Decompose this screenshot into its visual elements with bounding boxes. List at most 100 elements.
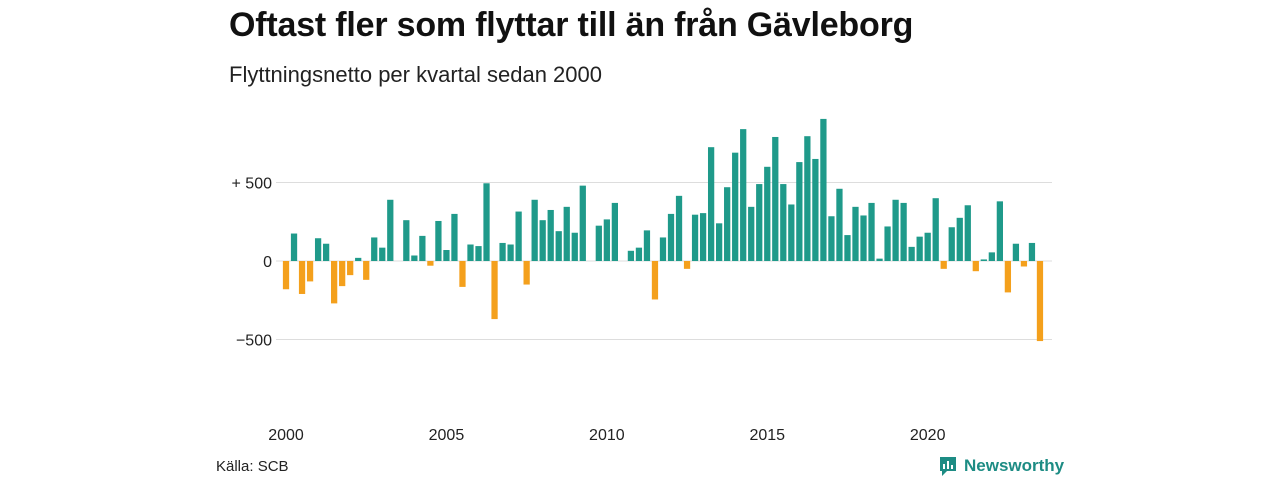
bar bbox=[804, 136, 811, 261]
bar bbox=[411, 255, 418, 261]
bar bbox=[892, 199, 899, 261]
bar bbox=[675, 195, 683, 261]
bar bbox=[427, 261, 434, 266]
bar bbox=[435, 220, 442, 261]
bar bbox=[387, 199, 394, 261]
bar bbox=[643, 230, 651, 261]
y-tick-label: + 500 bbox=[232, 176, 273, 193]
bar bbox=[876, 258, 883, 261]
bar bbox=[916, 236, 923, 261]
bar bbox=[884, 226, 891, 261]
x-tick-label: 2000 bbox=[268, 427, 304, 444]
bar bbox=[683, 261, 691, 269]
bar bbox=[780, 184, 787, 261]
bar bbox=[772, 136, 779, 261]
bar bbox=[314, 238, 322, 261]
bar bbox=[331, 261, 338, 304]
bar bbox=[980, 259, 987, 261]
bar bbox=[306, 261, 314, 282]
bar bbox=[988, 252, 995, 261]
bar bbox=[443, 250, 450, 261]
chart-title: Oftast fler som flyttar till än från Gäv… bbox=[229, 6, 914, 44]
bar bbox=[667, 213, 675, 261]
bar bbox=[515, 211, 522, 261]
bar bbox=[964, 205, 971, 261]
bar bbox=[756, 184, 763, 261]
bar bbox=[716, 223, 723, 261]
bar bbox=[1020, 261, 1028, 267]
bar bbox=[924, 232, 931, 261]
bar bbox=[379, 247, 386, 261]
x-tick-label: 2005 bbox=[429, 427, 465, 444]
bar bbox=[507, 244, 514, 261]
bar bbox=[290, 233, 298, 261]
y-tick-label: 0 bbox=[263, 254, 272, 271]
bar bbox=[820, 118, 827, 261]
bar bbox=[635, 247, 643, 261]
bar bbox=[796, 162, 803, 261]
bar bbox=[948, 227, 955, 261]
bar bbox=[740, 129, 747, 261]
x-tick-label: 2015 bbox=[749, 427, 785, 444]
x-axis-ticks: 2000 2005 2010 2015 2020 bbox=[268, 427, 945, 444]
bar bbox=[547, 209, 554, 261]
bar bbox=[828, 216, 835, 261]
bar bbox=[900, 202, 907, 261]
newsworthy-chart-bubble-icon bbox=[940, 457, 956, 476]
bar bbox=[651, 261, 659, 300]
bar bbox=[691, 214, 699, 261]
bar bbox=[555, 231, 562, 261]
bar bbox=[996, 201, 1003, 261]
source-note: Källa: SCB bbox=[216, 458, 289, 475]
bar bbox=[748, 206, 755, 261]
bar bbox=[707, 147, 715, 261]
bar bbox=[868, 202, 875, 261]
bar bbox=[764, 166, 771, 261]
bar bbox=[282, 261, 290, 290]
bar bbox=[531, 199, 538, 261]
bar bbox=[475, 246, 482, 261]
bar bbox=[724, 187, 731, 261]
bar bbox=[1028, 242, 1036, 261]
bar bbox=[563, 206, 570, 261]
brand-name: Newsworthy bbox=[964, 456, 1065, 475]
bar bbox=[459, 261, 466, 287]
bar bbox=[322, 243, 330, 261]
bar bbox=[732, 152, 739, 261]
bar bbox=[852, 206, 859, 261]
bar bbox=[860, 215, 867, 261]
bar bbox=[659, 237, 667, 261]
bar bbox=[419, 235, 426, 261]
bar bbox=[298, 261, 306, 294]
bar bbox=[1036, 261, 1044, 342]
y-axis-ticks: + 500 0 −500 bbox=[232, 176, 273, 350]
bar bbox=[844, 235, 851, 261]
bar bbox=[363, 261, 370, 280]
bar bbox=[339, 261, 346, 287]
bar bbox=[611, 202, 618, 261]
bars bbox=[282, 118, 1044, 342]
bar bbox=[403, 220, 410, 261]
brand-logo: Newsworthy bbox=[938, 455, 1064, 477]
bar bbox=[627, 250, 635, 261]
bar bbox=[491, 261, 498, 320]
bar bbox=[603, 219, 610, 261]
bar bbox=[347, 261, 354, 276]
bar bbox=[571, 232, 578, 261]
bar bbox=[595, 225, 602, 261]
bar bbox=[539, 220, 546, 261]
x-tick-label: 2010 bbox=[589, 427, 625, 444]
bar bbox=[579, 185, 586, 261]
bar bbox=[972, 261, 979, 272]
bar bbox=[932, 198, 939, 261]
bar bbox=[355, 257, 362, 261]
bar bbox=[451, 213, 458, 261]
chart-subtitle: Flyttningsnetto per kvartal sedan 2000 bbox=[229, 62, 603, 87]
bar bbox=[483, 183, 490, 261]
bar bbox=[1004, 261, 1012, 293]
bar bbox=[812, 158, 819, 261]
bar bbox=[908, 246, 915, 261]
bar bbox=[836, 188, 843, 261]
bar bbox=[1012, 243, 1020, 261]
